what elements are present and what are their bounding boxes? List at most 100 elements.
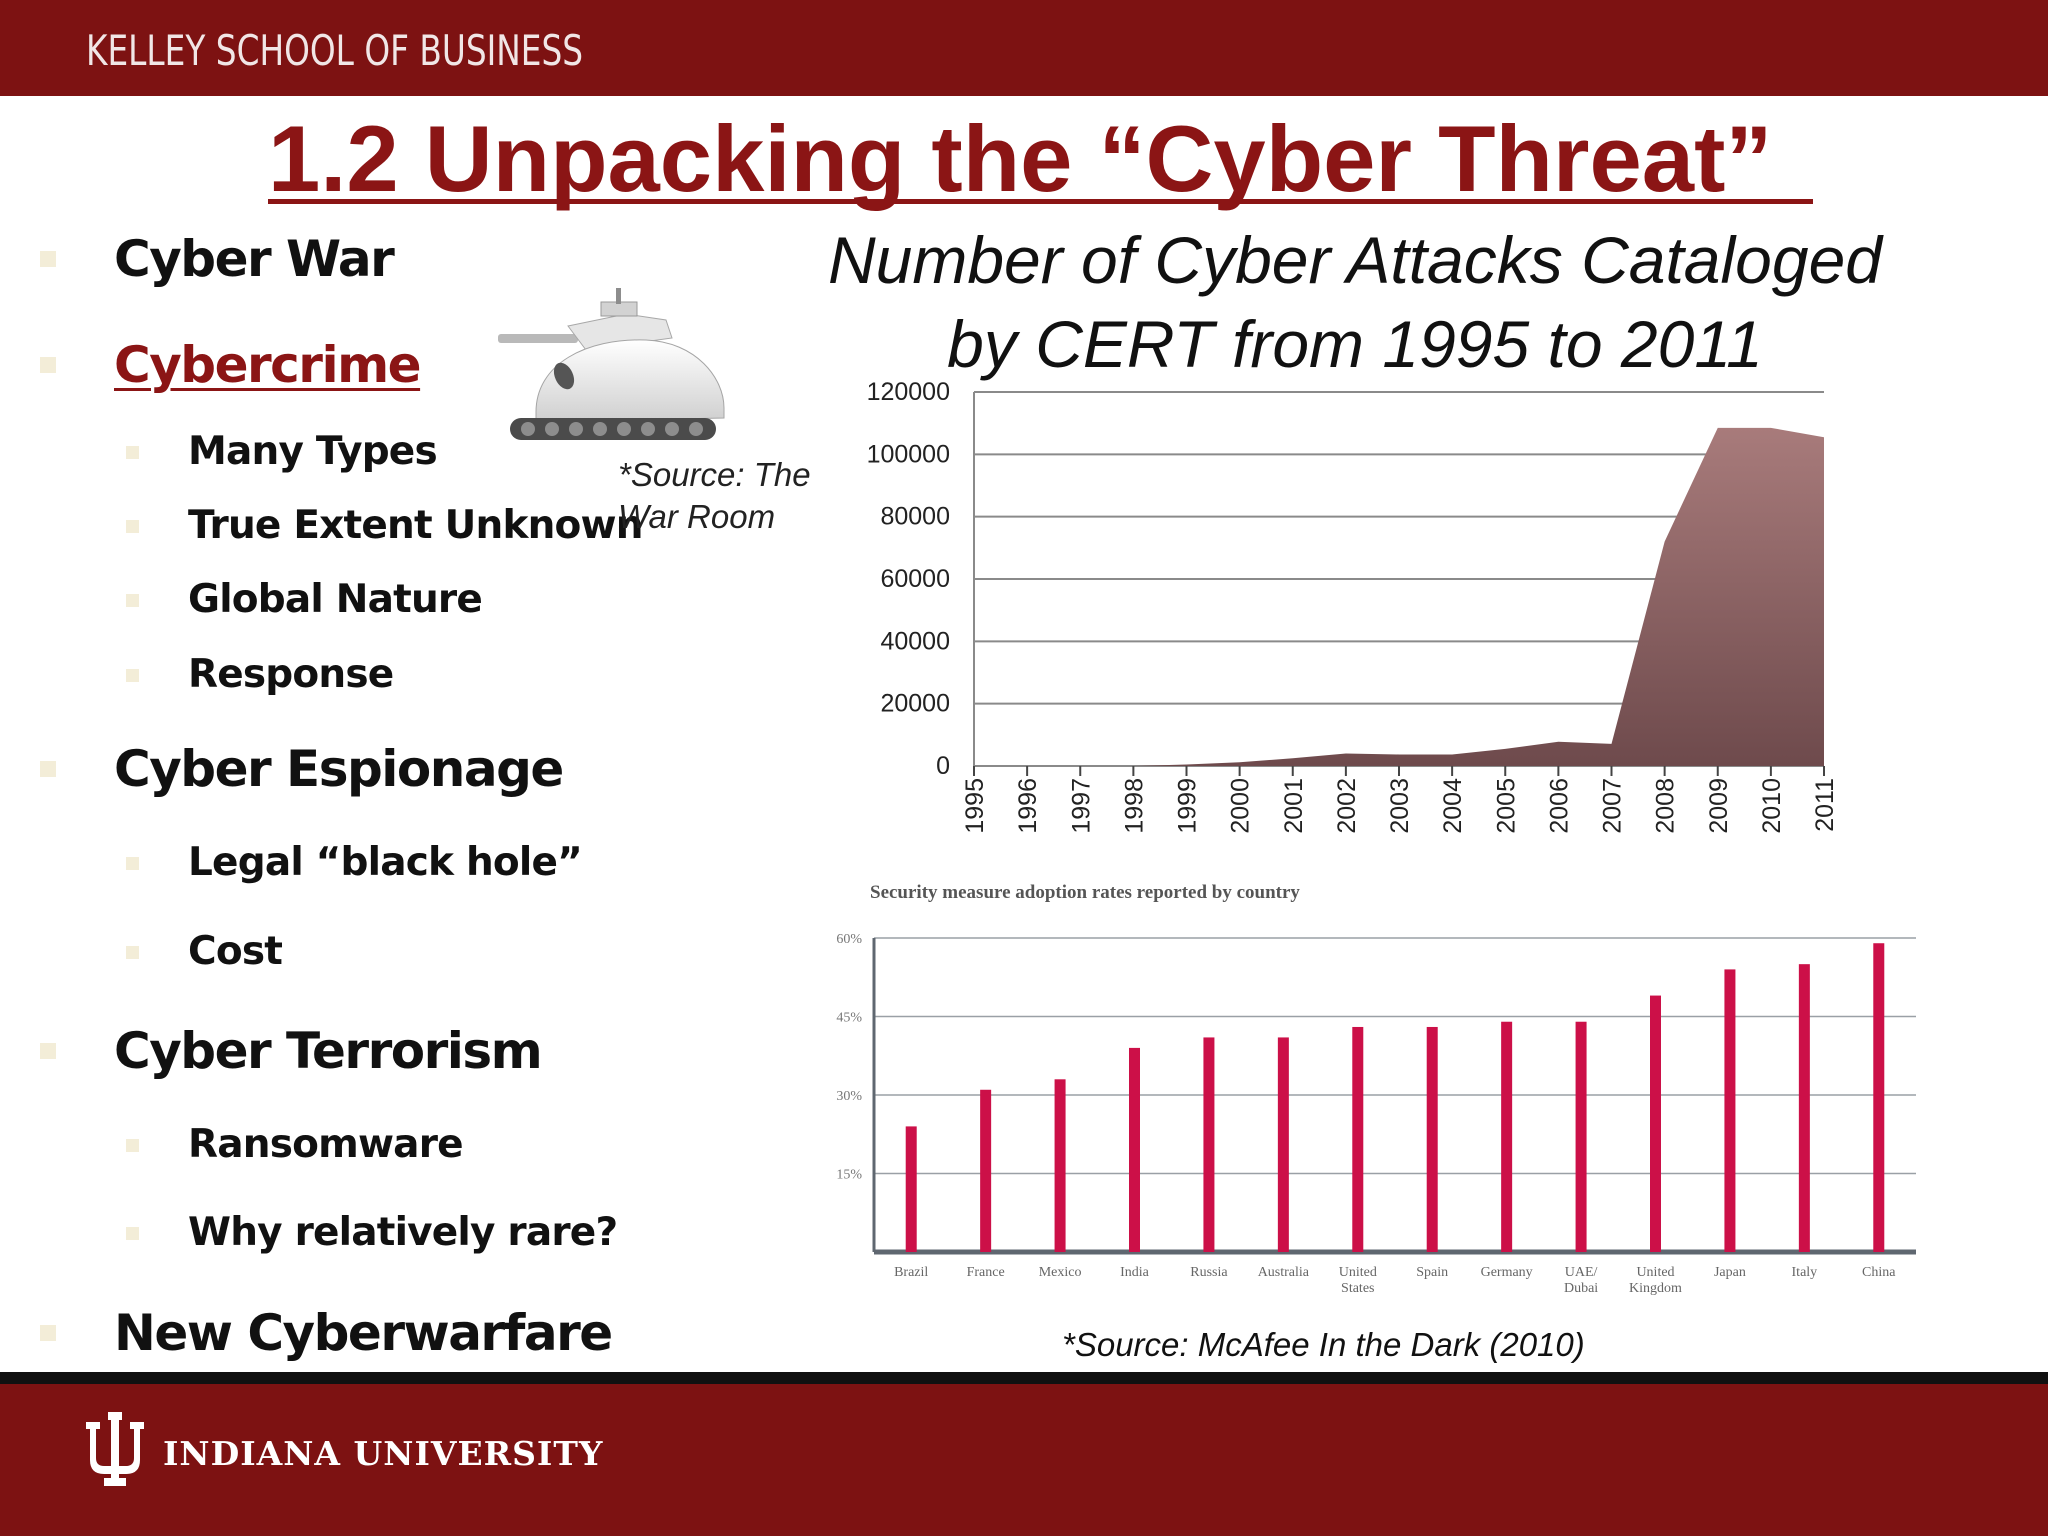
- bullet-marker: [40, 761, 56, 777]
- x-tick-label: 2003: [1386, 778, 1414, 834]
- x-tick-label: 1995: [961, 778, 989, 834]
- title-underline: [268, 199, 1813, 204]
- bullet-many-types: Many Types: [188, 429, 438, 474]
- x-tick-label: 1996: [1014, 778, 1042, 834]
- chart-source-caption: *Source: McAfee In the Dark (2010): [1062, 1326, 1585, 1363]
- y-tick-label: 60%: [836, 932, 862, 947]
- bullet-ransomware: Ransomware: [188, 1122, 464, 1167]
- x-category-label: India: [1120, 1265, 1150, 1280]
- bullet-cybercrime-link[interactable]: Cybercrime: [114, 336, 422, 394]
- y-tick-label: 15%: [836, 1168, 862, 1183]
- sub-bullet-marker: [126, 946, 139, 959]
- bar: [1277, 1037, 1289, 1252]
- x-tick-label: 2005: [1492, 778, 1520, 834]
- x-category-label: France: [967, 1265, 1005, 1280]
- chart-title-line-2: by CERT from 1995 to 2011: [947, 307, 1763, 381]
- y-tick-label: 30%: [836, 1089, 862, 1104]
- bullet-cyber-espionage: Cyber Espionage: [114, 740, 564, 798]
- x-category-label: Germany: [1481, 1265, 1533, 1280]
- x-category-label: Brazil: [894, 1265, 928, 1280]
- y-tick-label: 45%: [836, 1011, 862, 1026]
- bullet-legal-black-hole: Legal “black hole”: [188, 840, 583, 885]
- y-tick-label: 60000: [880, 565, 950, 593]
- x-tick-label: 2004: [1439, 778, 1467, 834]
- y-tick-label: 40000: [880, 627, 950, 655]
- bar: [1650, 995, 1661, 1252]
- x-category-label: Spain: [1416, 1265, 1448, 1280]
- x-category-label: China: [1862, 1265, 1896, 1280]
- bullet-global-nature: Global Nature: [188, 577, 483, 622]
- bullet-marker: [40, 251, 56, 267]
- y-tick-label: 20000: [880, 690, 950, 718]
- bar: [1129, 1047, 1140, 1252]
- x-category-label: Australia: [1258, 1265, 1310, 1280]
- x-tick-label: 1997: [1067, 778, 1095, 834]
- cert-attacks-area-chart: 0 20000 40000 60000 80000 100000 120000 1995 199…: [867, 378, 1839, 834]
- footer-bar: [0, 1384, 2048, 1536]
- image-source-caption: *Source: The War Room: [618, 454, 838, 538]
- school-name: KELLEY SCHOOL OF BUSINESS: [86, 26, 584, 75]
- area-series: [974, 427, 1824, 766]
- bar: [905, 1126, 917, 1252]
- bar: [1575, 1021, 1587, 1252]
- chart-title: Number of Cyber Attacks Cataloged by CER…: [790, 218, 1920, 386]
- x-category-label: United States: [1339, 1265, 1377, 1296]
- sub-bullet-marker: [126, 594, 139, 607]
- sub-bullet-marker: [126, 1139, 139, 1152]
- y-tick-label: 0: [936, 752, 950, 780]
- x-tick-label: 2009: [1705, 778, 1733, 834]
- x-tick-label: 2006: [1545, 778, 1573, 834]
- x-tick-label: 2008: [1652, 778, 1680, 834]
- tank-image: [476, 268, 738, 458]
- bullet-cyber-war: Cyber War: [114, 230, 395, 288]
- tank-icon: [498, 288, 725, 440]
- iu-trident-logo-icon: [86, 1412, 144, 1486]
- bullet-cyber-terrorism: Cyber Terrorism: [114, 1022, 543, 1080]
- bullet-why-rare: Why relatively rare?: [188, 1210, 618, 1255]
- bullet-new-cyberwarfare: New Cyberwarfare: [114, 1304, 613, 1362]
- x-category-label: Mexico: [1039, 1265, 1082, 1280]
- sub-bullet-marker: [126, 1227, 139, 1240]
- bar: [980, 1089, 992, 1252]
- y-tick-label: 100000: [867, 440, 950, 468]
- x-tick-label: 1998: [1120, 778, 1148, 834]
- y-tick-label: 80000: [880, 503, 950, 531]
- bullet-cost: Cost: [188, 929, 283, 974]
- x-category-label: Russia: [1190, 1265, 1228, 1280]
- x-tick-label: 2000: [1227, 778, 1255, 834]
- bullet-response: Response: [188, 652, 394, 697]
- sub-bullet-marker: [126, 520, 139, 533]
- bar: [1501, 1021, 1513, 1252]
- bullet-marker: [40, 1325, 56, 1341]
- sub-bullet-marker: [126, 857, 139, 870]
- x-tick-label: 2001: [1280, 778, 1308, 834]
- bullet-marker: [40, 357, 56, 373]
- x-category-label: UAE/Dubai: [1564, 1265, 1598, 1296]
- y-tick-label: 120000: [867, 378, 950, 406]
- bar: [1873, 943, 1885, 1252]
- sub-bullet-marker: [126, 446, 139, 459]
- chart-title-line-1: Number of Cyber Attacks Cataloged: [827, 223, 1883, 297]
- header-divider: [0, 96, 2048, 99]
- bar: [1426, 1026, 1438, 1252]
- image-source-line-2: War Room: [618, 498, 776, 535]
- x-tick-label: 2010: [1758, 778, 1786, 834]
- slide-title: 1.2 Unpacking the “Cyber Threat”: [268, 106, 1773, 211]
- adoption-rates-bar-chart: 15% 30% 45% 60% Brazil France Mexico India Russi…: [836, 932, 1916, 1296]
- bar: [1203, 1037, 1215, 1252]
- x-tick-label: 1999: [1174, 778, 1202, 834]
- bullet-marker: [40, 1043, 56, 1059]
- bar: [1798, 964, 1810, 1252]
- footer-separator: [0, 1372, 2048, 1384]
- header-bar: [0, 0, 2048, 99]
- x-category-label: United Kingdom: [1629, 1265, 1682, 1296]
- x-tick-label: 2002: [1333, 778, 1361, 834]
- bar: [1352, 1026, 1364, 1252]
- x-category-label: Japan: [1714, 1265, 1746, 1280]
- x-category-label: Italy: [1792, 1265, 1818, 1280]
- bar: [1054, 1079, 1066, 1252]
- sub-bullet-marker: [126, 669, 139, 682]
- bar: [1724, 969, 1736, 1252]
- bullet-true-extent: True Extent Unknown: [188, 503, 644, 548]
- x-tick-label: 2007: [1599, 778, 1627, 834]
